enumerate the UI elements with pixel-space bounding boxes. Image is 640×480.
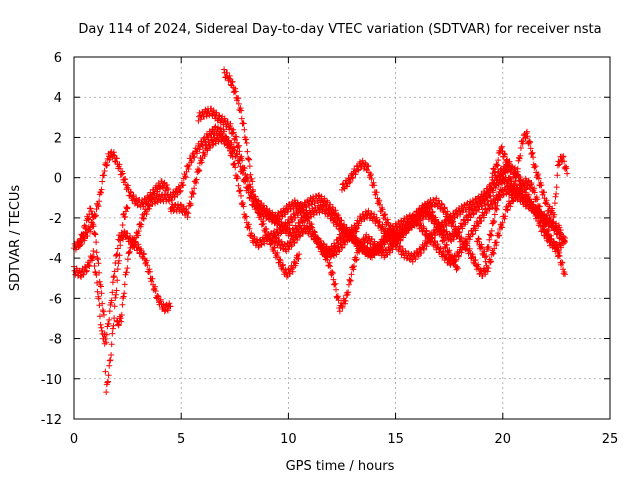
x-axis-label: GPS time / hours: [286, 459, 395, 474]
x-tick-label: 5: [177, 432, 185, 447]
axis-ticks: [73, 56, 611, 420]
y-tick-label: -2: [49, 212, 62, 227]
y-tick-label: -8: [49, 333, 62, 348]
series-markers: [270, 222, 360, 260]
x-tick-label: 15: [387, 432, 404, 447]
series-markers: [221, 66, 303, 280]
series-markers: [75, 204, 131, 396]
series-markers: [339, 157, 461, 273]
series-12: [270, 222, 360, 260]
y-tick-label: 2: [54, 131, 62, 146]
x-tick-label: 20: [495, 432, 512, 447]
y-tick-label: -6: [49, 292, 62, 307]
chart-title: Day 114 of 2024, Sidereal Day-to-day VTE…: [78, 22, 601, 37]
y-tick-label: 6: [54, 51, 62, 66]
series-markers: [71, 228, 174, 346]
x-tick-label: 10: [280, 432, 297, 447]
y-tick-label: -4: [49, 252, 62, 267]
x-tick-label: 25: [602, 432, 619, 447]
y-axis-label: SDTVAR / TECUs: [8, 185, 23, 292]
series-markers: [489, 128, 571, 220]
series-11: [474, 156, 519, 265]
data-layer: [71, 66, 571, 396]
series-7: [221, 66, 303, 280]
series-10: [489, 128, 571, 220]
plot-frame: [73, 56, 611, 420]
series-3: [75, 204, 131, 396]
series-9: [339, 157, 461, 273]
series-markers: [474, 156, 519, 265]
series-2: [71, 228, 174, 346]
y-tick-label: -10: [41, 373, 62, 388]
y-tick-label: -12: [41, 413, 62, 428]
x-tick-label: 0: [70, 432, 78, 447]
y-tick-label: 0: [54, 172, 62, 187]
y-tick-label: 4: [54, 91, 62, 106]
